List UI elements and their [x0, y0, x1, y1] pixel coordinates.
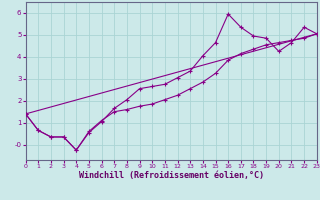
X-axis label: Windchill (Refroidissement éolien,°C): Windchill (Refroidissement éolien,°C) [79, 171, 264, 180]
